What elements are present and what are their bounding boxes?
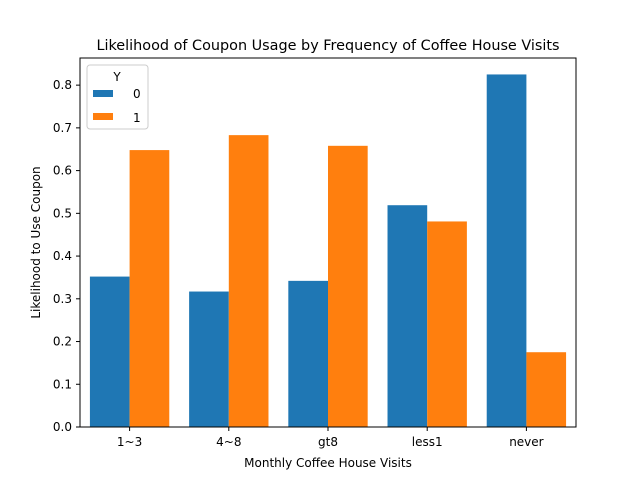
x-axis-label: Monthly Coffee House Visits [244, 456, 412, 470]
bar-4~8-series-1 [228, 135, 269, 427]
bars-group [89, 74, 567, 427]
y-tick-label: 0.2 [53, 335, 72, 349]
plot-frame [79, 57, 577, 428]
legend-title: Y [112, 70, 121, 84]
y-tick-label: 0.4 [53, 249, 72, 263]
bar-gt8-series-1 [328, 145, 368, 427]
legend-label-0: 0 [133, 87, 141, 101]
bar-never-series-1 [526, 352, 567, 427]
x-tick-label: never [509, 435, 543, 449]
y-tick-label: 0.1 [53, 377, 72, 391]
bar-less1-series-1 [427, 221, 467, 427]
bar-gt8-series-0 [288, 280, 328, 427]
y-tick-label: 0.0 [53, 420, 72, 434]
bar-1~3-series-0 [89, 276, 130, 427]
y-axis-label: Likelihood to Use Coupon [29, 166, 43, 318]
x-axis: 1~3 4~8 gt8 less1 never [117, 427, 544, 449]
x-tick-label: 4~8 [216, 435, 241, 449]
y-tick-label: 0.7 [53, 121, 72, 135]
y-tick-label: 0.5 [53, 206, 72, 220]
bar-1~3-series-1 [129, 150, 170, 427]
legend-swatch-1 [93, 113, 113, 120]
y-tick-label: 0.8 [53, 78, 72, 92]
legend-swatch-0 [93, 90, 113, 97]
y-tick-label: 0.6 [53, 164, 72, 178]
bar-never-series-0 [486, 74, 527, 427]
y-axis: 0.0 0.1 0.2 0.3 0.4 0.5 0.6 0.7 0.8 [53, 78, 80, 434]
x-tick-label: gt8 [318, 435, 338, 449]
legend: Y 0 1 [86, 64, 149, 130]
bar-4~8-series-0 [189, 291, 229, 427]
x-tick-label: 1~3 [117, 435, 142, 449]
y-tick-label: 0.3 [53, 292, 72, 306]
x-tick-label: less1 [412, 435, 443, 449]
bar-less1-series-0 [387, 205, 428, 427]
chart-title: Likelihood of Coupon Usage by Frequency … [96, 38, 559, 54]
legend-label-1: 1 [133, 111, 141, 125]
